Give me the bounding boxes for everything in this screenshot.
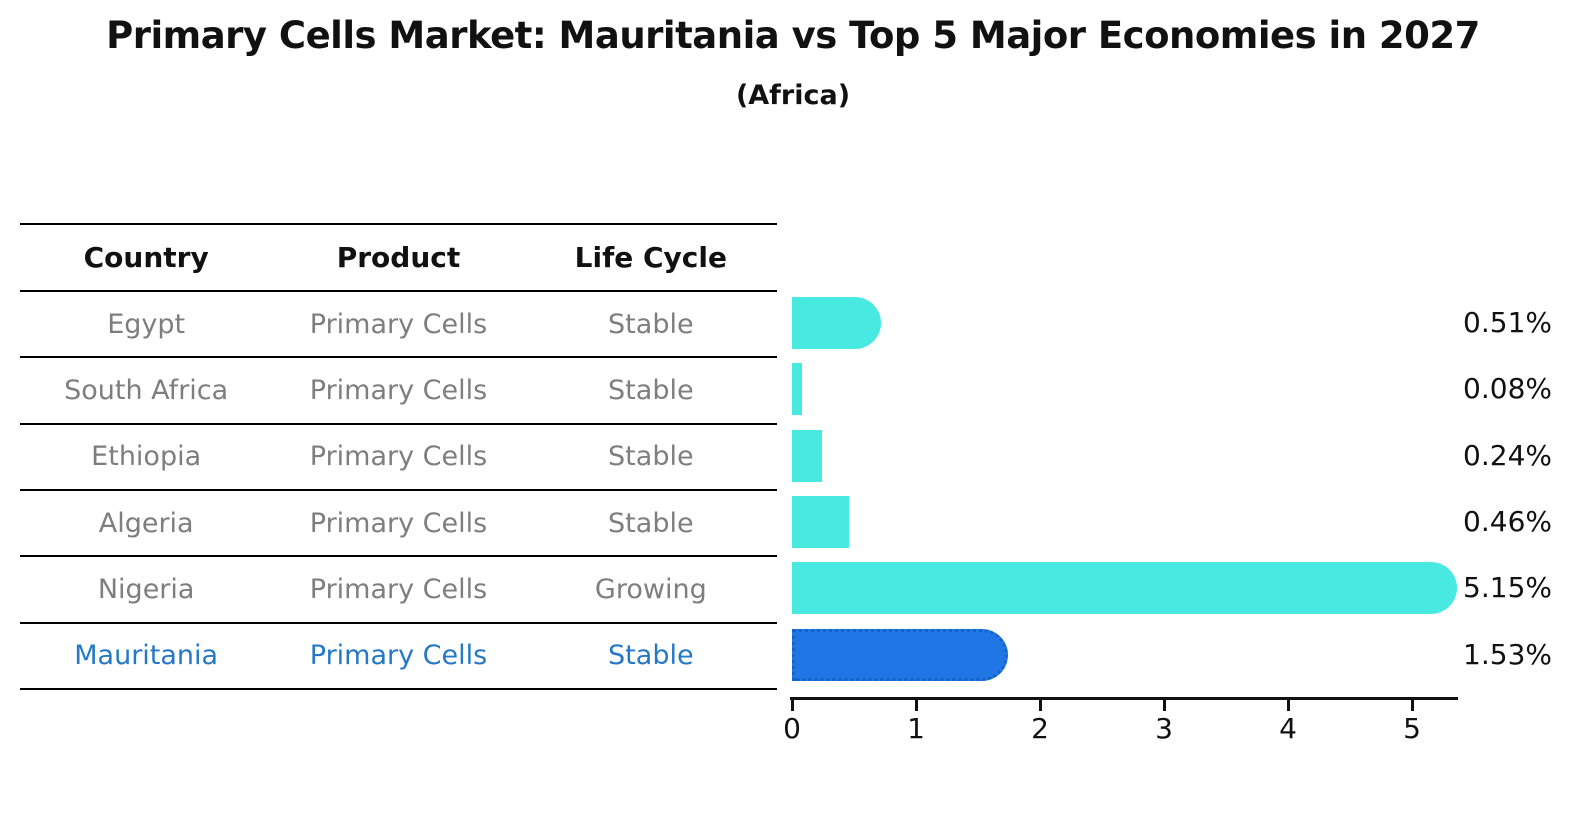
column-header-country: Country: [83, 241, 209, 274]
table-cell-life-cycle: Stable: [608, 441, 694, 473]
table-cell-product: Primary Cells: [309, 441, 488, 473]
x-axis-tick: [914, 700, 918, 711]
table-row: Ethiopia Primary Cells Stable: [20, 422, 777, 489]
x-axis-tick: [1410, 700, 1414, 711]
bar-south-africa: [792, 363, 802, 416]
table-cell-life-cycle: Stable: [608, 507, 694, 539]
table-header-row: Country Product Life Cycle: [20, 223, 777, 290]
x-axis-tick: [1286, 700, 1290, 711]
x-axis-tick-label: 0: [783, 712, 801, 745]
x-axis-tick: [1162, 700, 1166, 711]
bar-algeria: [792, 496, 850, 549]
table-cell-life-cycle: Growing: [594, 573, 707, 605]
bar-value-label: 1.53%: [1463, 637, 1552, 671]
table-cell-product: Primary Cells: [309, 573, 488, 605]
table-cell-country: South Africa: [64, 374, 229, 406]
table-row: Egypt Primary Cells Stable: [20, 290, 777, 356]
x-axis-tick-label: 1: [907, 712, 925, 745]
bar-value-label: 0.51%: [1463, 306, 1552, 340]
x-axis-tick-label: 5: [1403, 712, 1421, 745]
table-cell-country: Nigeria: [97, 573, 195, 605]
comparison-table: Country Product Life Cycle Egypt Primary …: [20, 223, 777, 690]
table-row: Algeria Primary Cells Stable: [20, 488, 777, 555]
chart-subtitle: (Africa): [735, 80, 851, 111]
x-axis-tick: [790, 700, 794, 711]
table-body: Egypt Primary Cells Stable South Africa Prim…: [20, 290, 777, 688]
bar-value-label: 0.46%: [1463, 505, 1552, 539]
bar-ethiopia: [792, 429, 822, 482]
table-cell-product: Primary Cells: [309, 640, 488, 672]
table-cell-country: Egypt: [107, 308, 186, 340]
x-axis-tick-label: 3: [1155, 712, 1173, 745]
table-cell-product: Primary Cells: [309, 308, 488, 340]
table-cell-country: Mauritania: [74, 640, 219, 672]
table-cell-life-cycle: Stable: [608, 308, 694, 340]
bar-value-label: 0.24%: [1463, 438, 1552, 472]
x-axis-tick-label: 4: [1279, 712, 1297, 745]
bar-egypt: [792, 297, 882, 350]
x-axis-line: [790, 697, 1458, 700]
table-row: Mauritania Primary Cells Stable: [20, 621, 777, 688]
table-cell-product: Primary Cells: [309, 507, 488, 539]
column-header-product: Product: [336, 241, 461, 274]
x-axis-tick-label: 2: [1031, 712, 1049, 745]
bar-value-label: 0.08%: [1463, 372, 1552, 406]
table-cell-product: Primary Cells: [309, 374, 488, 406]
table-cell-country: Ethiopia: [91, 441, 202, 473]
table-cell-country: Algeria: [98, 507, 194, 539]
table-cell-life-cycle: Stable: [608, 640, 694, 672]
bar-nigeria: [792, 562, 1457, 615]
bar-mauritania: [792, 628, 1008, 681]
table-row: South Africa Primary Cells Stable: [20, 356, 777, 422]
chart-title: Primary Cells Market: Mauritania vs Top …: [106, 14, 1480, 57]
column-header-life-cycle: Life Cycle: [574, 241, 727, 274]
x-axis-tick: [1038, 700, 1042, 711]
table-cell-life-cycle: Stable: [608, 374, 694, 406]
bar-value-label: 5.15%: [1463, 571, 1552, 605]
table-row: Nigeria Primary Cells Growing: [20, 555, 777, 621]
